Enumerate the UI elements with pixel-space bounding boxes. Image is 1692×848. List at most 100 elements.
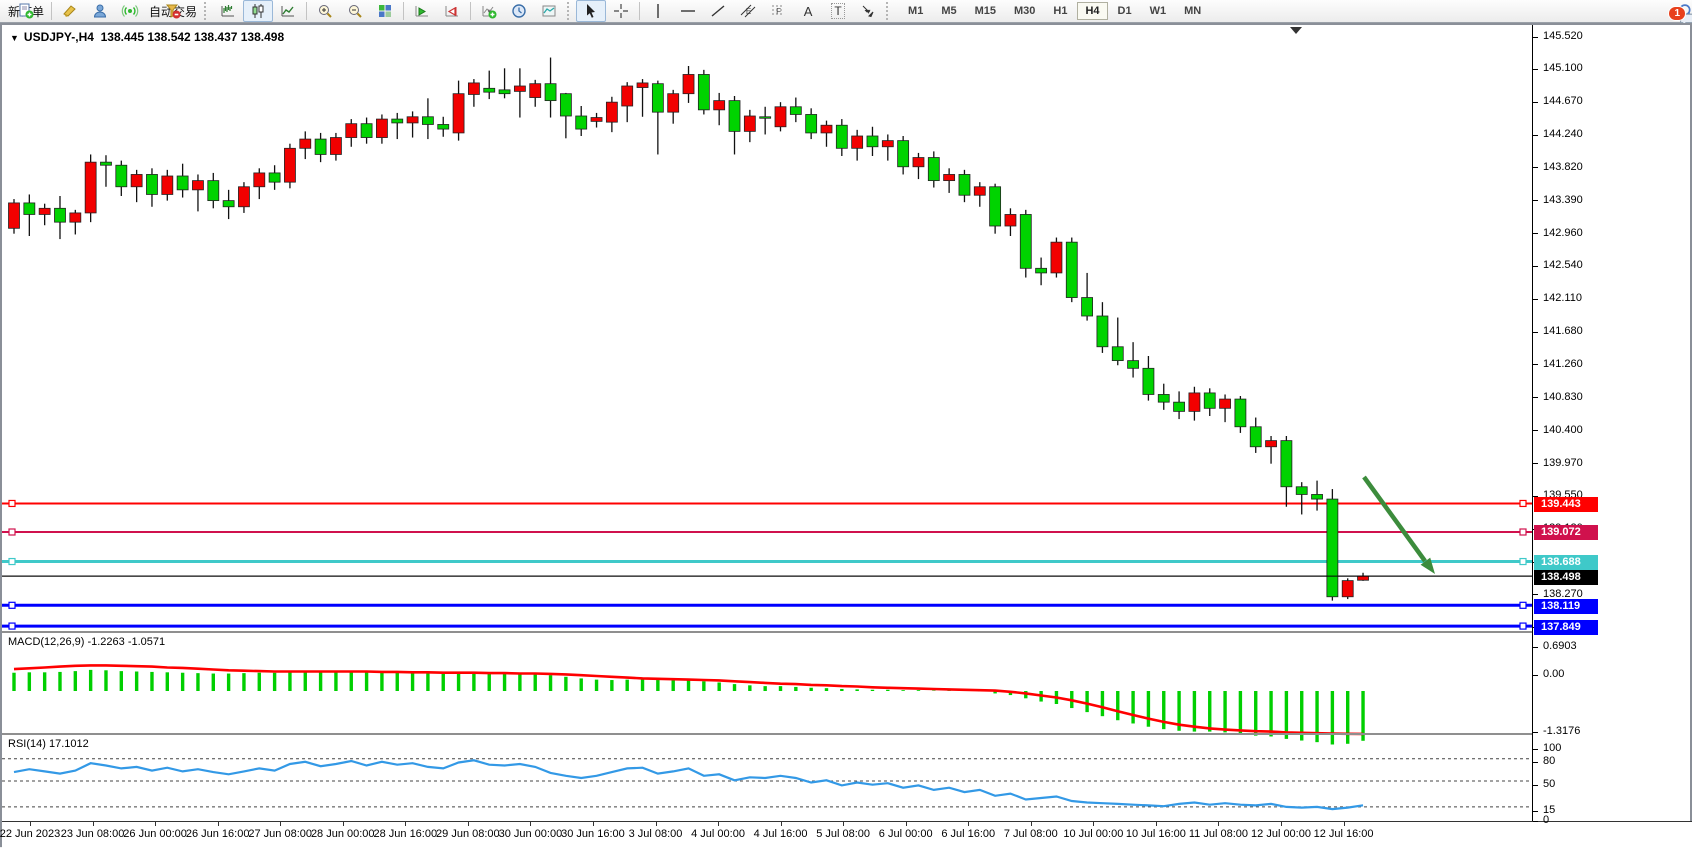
price-axis-tick: 141.680 <box>1543 325 1583 338</box>
line-chart-button[interactable] <box>273 0 303 22</box>
price-axis-tickmark <box>1533 36 1538 38</box>
candle-bullish <box>376 118 388 138</box>
timeframe-button-d1[interactable]: D1 <box>1117 5 1132 17</box>
candle-bullish <box>69 212 82 223</box>
macd-panel[interactable] <box>2 633 1532 745</box>
candle-bullish <box>130 174 143 188</box>
candle-bullish <box>406 116 419 124</box>
chart-shift-button[interactable] <box>437 0 467 22</box>
rsi-line <box>13 759 1364 811</box>
rsi-panel[interactable] <box>2 735 1532 821</box>
candle-bearish <box>1234 398 1247 428</box>
arrows-tool[interactable]: ▾ <box>853 0 883 22</box>
templates-button[interactable]: ▾ <box>534 0 564 22</box>
horizontal-line-tool[interactable] <box>673 0 703 22</box>
price-axis[interactable]: 145.520 145.100 144.670 144.240 143.820 143.3… <box>1532 25 1689 826</box>
price-axis-tick: 140.830 <box>1543 390 1583 403</box>
macd-axis-tickmark <box>1533 674 1538 676</box>
time-axis[interactable]: 22 Jun 2023 23 Jun 08:00 26 Jun 00:00 26 Ju… <box>0 821 1692 848</box>
candle-bearish <box>498 89 511 95</box>
time-axis-tickmark <box>530 822 532 826</box>
timeframe-button-m1[interactable]: M1 <box>908 5 924 17</box>
timeframe-button-h4[interactable]: H4 <box>1077 2 1108 20</box>
zoom-in-button[interactable] <box>310 0 340 22</box>
signals-button[interactable] <box>115 0 145 22</box>
tile-windows-icon <box>379 5 392 17</box>
candle-bullish <box>667 93 680 113</box>
arrow-annotation[interactable] <box>1362 475 1427 563</box>
styler-button[interactable] <box>55 0 85 22</box>
time-axis-label: 28 Jun 16:00 <box>373 828 438 840</box>
indicators-button[interactable]: ▾ <box>474 0 504 22</box>
panel-separator[interactable] <box>2 631 1532 633</box>
vertical-line-tool[interactable] <box>643 0 673 22</box>
chart-shift-marker[interactable] <box>1290 27 1302 34</box>
text-label-tool[interactable]: T <box>823 0 853 22</box>
bar-chart-button[interactable] <box>213 0 243 22</box>
vertical-line-icon <box>657 4 659 18</box>
time-axis-label: 4 Jul 16:00 <box>753 828 808 840</box>
time-axis-label: 22 Jun 2023 <box>0 828 61 840</box>
toolbar-grip <box>886 2 892 20</box>
price-axis-tickmark <box>1533 200 1538 202</box>
arrow-annotation-head[interactable] <box>1420 557 1435 574</box>
text-tool[interactable]: A <box>793 0 823 22</box>
notification-badge: 1 <box>1668 6 1686 21</box>
price-line-tag: 139.443 <box>1534 496 1598 512</box>
candle-bearish <box>789 106 802 115</box>
panel-separator[interactable] <box>2 733 1532 735</box>
candlestick-chart-button[interactable] <box>243 0 274 22</box>
candle-bearish <box>1142 367 1155 395</box>
market-watch-button[interactable] <box>85 0 115 22</box>
candle-bearish <box>1311 494 1323 500</box>
candle-bearish <box>1019 214 1032 269</box>
new-order-button[interactable]: 新订单 <box>4 0 48 22</box>
fibonacci-tool[interactable]: F <box>763 0 793 22</box>
zoom-in-icon <box>319 5 332 18</box>
tile-windows-button[interactable] <box>370 0 400 22</box>
candle-bearish <box>835 124 848 149</box>
candle-bullish <box>192 180 204 191</box>
candle-bullish <box>912 157 925 168</box>
candle-bearish <box>437 124 450 130</box>
timeframe-button-m30[interactable]: M30 <box>1014 5 1036 17</box>
price-chart-area[interactable] <box>2 25 1532 633</box>
candle-bearish <box>1096 315 1109 348</box>
price-axis-tickmark <box>1533 233 1538 235</box>
cursor-tool-button[interactable] <box>576 0 607 22</box>
time-axis-label: 27 Jun 08:00 <box>248 828 312 840</box>
candle-bullish <box>713 100 726 111</box>
zoom-out-button[interactable] <box>340 0 370 22</box>
candle-bullish <box>345 123 358 138</box>
crosshair-tool-button[interactable] <box>606 0 636 22</box>
candle-bearish <box>559 93 572 117</box>
toolbar-grip <box>204 2 210 20</box>
auto-scroll-button[interactable] <box>407 0 437 22</box>
timeframe-button-mn[interactable]: MN <box>1184 5 1202 17</box>
candle-bullish <box>161 175 174 195</box>
person-icon <box>94 4 107 18</box>
toolbar-grip <box>567 2 573 20</box>
price-axis-tickmark <box>1533 463 1538 465</box>
candle-bearish <box>391 118 404 124</box>
timeframe-button-m5[interactable]: M5 <box>941 5 957 17</box>
cursor-icon <box>587 4 596 18</box>
time-axis-tickmark <box>1155 822 1157 826</box>
periods-button[interactable]: ▾ <box>504 0 534 22</box>
time-axis-tickmark <box>780 822 782 826</box>
time-axis-tickmark <box>217 822 219 826</box>
rsi-axis-tickmark <box>1533 748 1538 750</box>
timeframe-button-h1[interactable]: H1 <box>1053 5 1068 17</box>
trendline-tool[interactable] <box>703 0 733 22</box>
chart-menu-triangle-icon[interactable]: ▼ <box>10 33 19 43</box>
channel-tool[interactable]: E <box>733 0 763 22</box>
timeframe-button-w1[interactable]: W1 <box>1149 5 1167 17</box>
auto-trading-button[interactable]: 自动交易 <box>145 0 201 22</box>
rsi-axis-tickmark <box>1533 810 1538 812</box>
timeframe-button-m15[interactable]: M15 <box>974 5 996 17</box>
channel-letter: E <box>745 6 752 16</box>
candle-bearish <box>422 116 434 125</box>
time-axis-label: 4 Jul 00:00 <box>691 828 745 840</box>
line-chart-icon <box>281 6 295 17</box>
time-axis-tickmark <box>718 822 720 826</box>
